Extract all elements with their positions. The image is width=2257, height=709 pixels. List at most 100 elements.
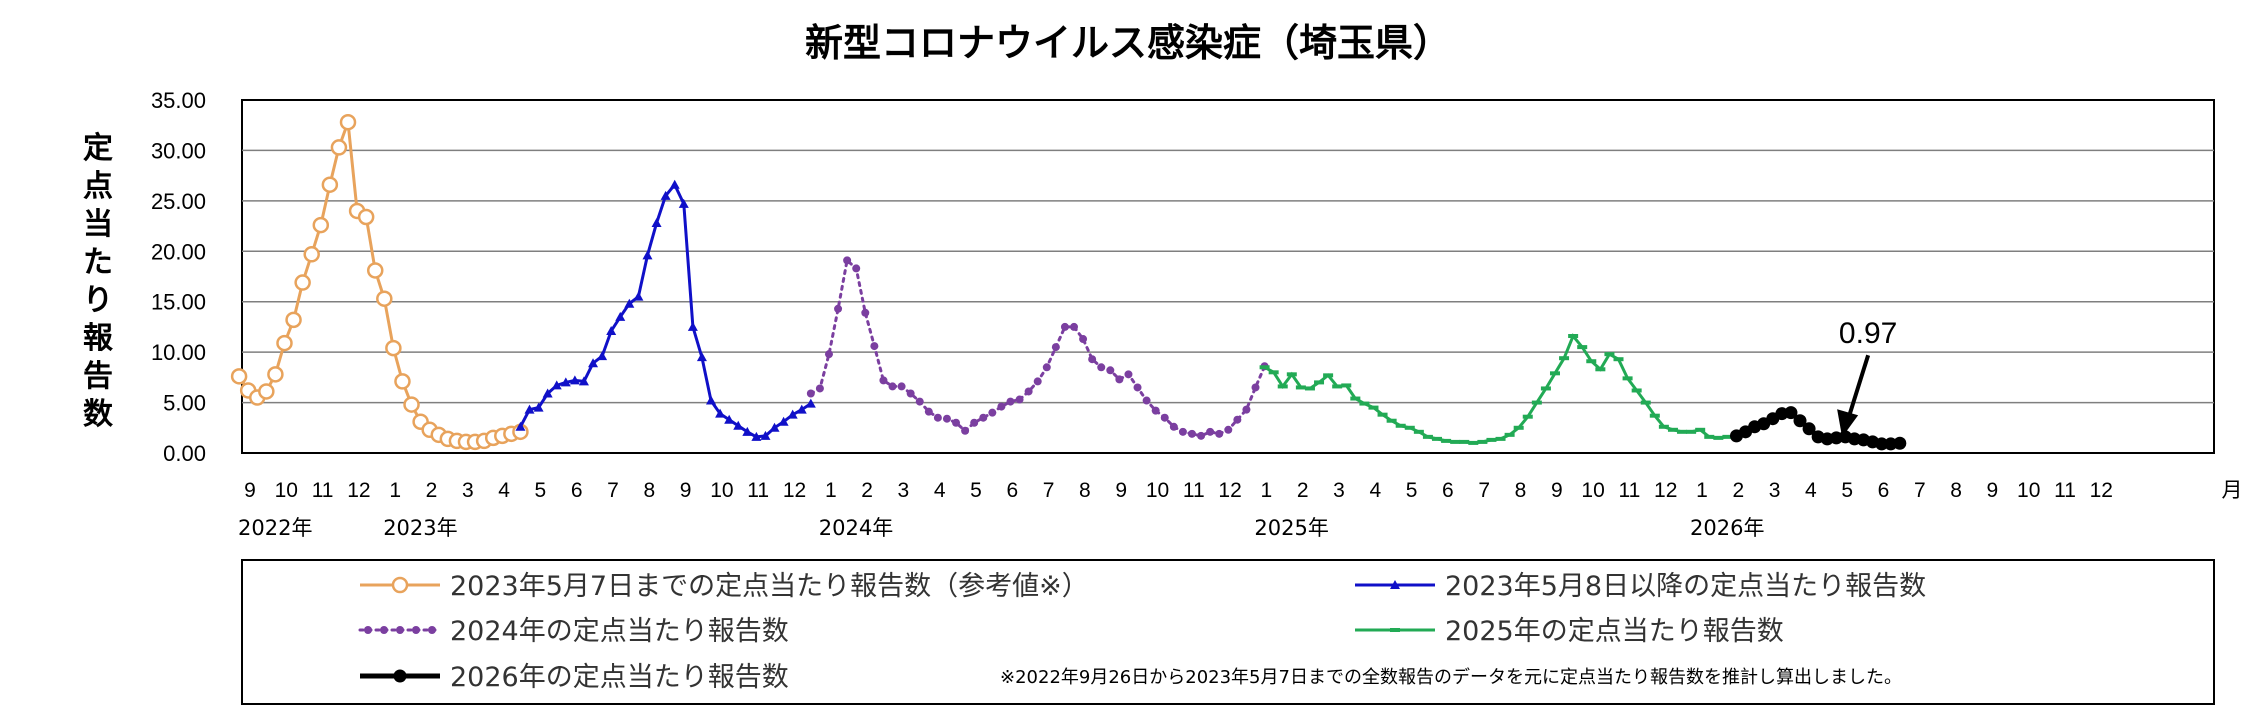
data-point [1631,388,1642,393]
data-point [1341,383,1352,388]
data-point [1142,396,1151,405]
data-point [357,208,375,226]
x-tick-label: 6 [1442,479,1454,502]
data-point [1875,437,1889,451]
data-point [1242,405,1251,414]
x-axis-year-labels: 2022年 2023年 2024年 2025年 2026年 [238,516,1764,540]
x-tick-label: 3 [1333,479,1345,502]
x-tick-label: 2 [1297,479,1309,502]
x-tick-label: 1 [389,479,401,502]
data-point [1586,359,1597,364]
data-point [1658,424,1669,429]
footnote: ※2022年9月26日から2023年5月7日までの全数報告のデータを元に定点当た… [1000,667,1902,688]
x-tick-label: 10 [275,479,298,502]
x-tick-label: 11 [312,479,334,502]
series-2 [515,179,816,441]
x-tick-label: 8 [1079,479,1091,502]
plot-area [241,99,2215,454]
data-point [1187,429,1196,438]
data-point [660,190,671,200]
data-point [678,198,689,208]
x-tick-label: 11 [1183,479,1205,502]
series-5 [1729,406,1907,451]
data-point [330,139,348,156]
series-1 [230,113,529,451]
data-point [1178,427,1187,436]
data-point [888,382,897,391]
data-point [706,395,717,405]
x-tick-label: 1 [825,479,837,502]
series-line [237,121,521,444]
annotation-arrow-shaft [1846,354,1871,420]
year-label: 2022年 [238,516,312,540]
annotation-arrow-head [1837,409,1859,438]
legend-label: 2024年の定点当たり報告数 [450,616,789,647]
data-point [824,350,833,359]
data-point [1468,440,1479,445]
data-point [1097,363,1106,372]
year-label: 2025年 [1254,516,1328,540]
data-point [1160,413,1169,422]
data-point [1079,335,1088,344]
data-point [1314,380,1325,385]
y-tick-label: 0.00 [163,441,206,466]
data-point [412,626,420,634]
x-tick-label: 3 [898,479,910,502]
gridlines [242,149,2214,404]
x-axis-unit: 月 [2222,478,2243,502]
data-point [1595,367,1606,372]
data-point [615,311,626,321]
x-tick-label: 9 [1551,479,1563,502]
data-point [787,409,798,419]
y-tick-label: 35.00 [151,88,206,113]
series-3 [806,256,1269,440]
annotation: 0.97 [1837,317,1897,438]
data-point [1395,423,1406,428]
x-tick-label: 3 [1769,479,1781,502]
data-point [687,321,698,331]
data-point [805,398,816,408]
data-point [1568,334,1579,339]
y-tick-label: 25.00 [151,189,206,214]
data-point [396,626,404,634]
x-tick-label: 6 [571,479,583,502]
data-point [1404,425,1415,430]
data-point [1793,414,1807,428]
data-point [1295,385,1306,390]
data-point [258,383,275,400]
data-point [1713,435,1724,440]
legend-item: 2026年の定点当たり報告数 [360,662,789,693]
x-tick-label: 4 [1369,479,1381,502]
data-point [1206,427,1215,436]
data-point [1251,383,1260,392]
x-tick-label: 5 [1841,479,1853,502]
data-point [1413,429,1424,434]
data-point [1686,429,1697,434]
data-point [276,334,293,352]
x-tick-label: 7 [1478,479,1490,502]
data-point [339,113,357,131]
data-point [1577,345,1588,350]
data-point [1604,352,1615,357]
data-point [624,298,635,308]
x-tick-label: 9 [1115,479,1127,502]
data-point [988,408,997,417]
data-point [806,389,815,398]
data-point [1006,397,1015,406]
data-point [997,402,1006,411]
data-point [1540,386,1551,391]
x-tick-label: 12 [347,479,370,502]
data-point [669,179,680,189]
data-point [385,339,402,357]
y-tick-label: 5.00 [163,391,206,416]
x-tick-label: 8 [1515,479,1527,502]
data-point [1224,425,1233,434]
x-tick-label: 10 [710,479,733,502]
data-point [715,408,726,418]
x-tick-label: 12 [1218,479,1241,502]
data-point [1088,355,1097,364]
data-point [1784,406,1798,420]
data-point [733,420,744,430]
data-point [588,358,599,368]
